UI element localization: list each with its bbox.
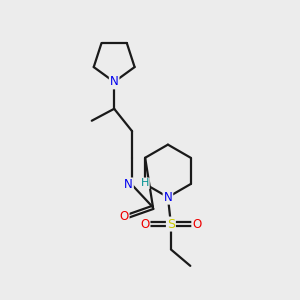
Text: O: O: [140, 218, 149, 231]
Text: N: N: [110, 75, 118, 88]
Text: N: N: [124, 178, 133, 191]
Text: S: S: [167, 218, 175, 231]
Text: O: O: [192, 218, 202, 231]
Text: N: N: [164, 191, 172, 204]
Text: O: O: [119, 210, 129, 223]
Text: H: H: [140, 178, 149, 188]
